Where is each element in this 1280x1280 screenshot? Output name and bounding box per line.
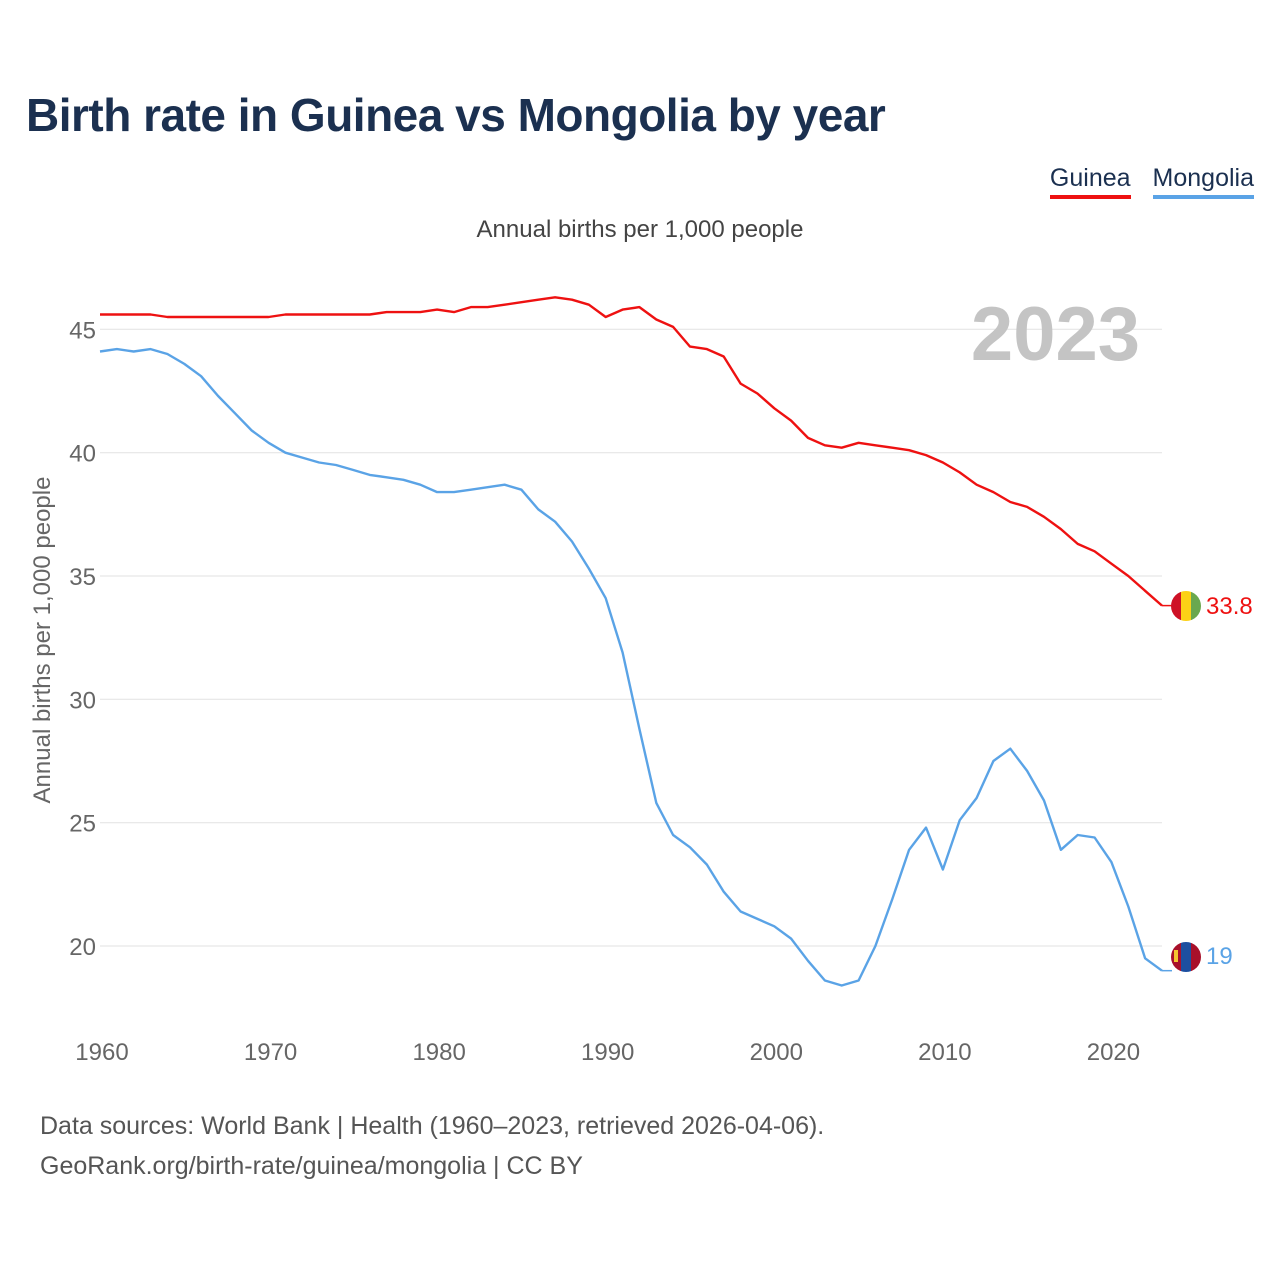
y-tick-label: 25 (69, 811, 96, 838)
gridlines (100, 328, 1162, 947)
source-line-1: Data sources: World Bank | Health (1960–… (40, 1112, 825, 1140)
series-lines (99, 296, 1172, 987)
y-axis-label: Annual births per 1,000 people (29, 477, 56, 804)
legend: Guinea Mongolia (1049, 164, 1254, 199)
series-line-guinea[interactable] (100, 296, 1163, 607)
x-tick-label: 2020 (1087, 1039, 1140, 1066)
source-line-2[interactable]: GeoRank.org/birth-rate/guinea/mongolia |… (40, 1152, 583, 1180)
x-tick-label: 1970 (244, 1039, 297, 1066)
x-tick-label: 1990 (581, 1039, 634, 1066)
y-tick-label: 40 (69, 441, 96, 468)
x-tick-label: 2000 (750, 1039, 803, 1066)
legend-item-guinea[interactable]: Guinea (1049, 164, 1131, 199)
y-tick-label: 35 (69, 564, 96, 591)
data-source: Data sources: World Bank | Health (1960–… (40, 1106, 824, 1186)
y-tick-label: 30 (69, 687, 96, 714)
line-chart: 20 25 30 35 40 45 1960 1970 1980 1990 2000 2010 202… (29, 292, 1253, 1066)
end-label-mongolia: 19 (1206, 943, 1233, 970)
x-tick-label: 1980 (412, 1039, 465, 1066)
x-tick-label: 2010 (918, 1039, 971, 1066)
guinea-flag-icon (1171, 591, 1201, 621)
mongolia-flag-icon (1171, 942, 1201, 972)
y-axis: 20 25 30 35 40 45 (69, 317, 96, 961)
legend-item-mongolia[interactable]: Mongolia (1152, 164, 1254, 199)
chart-title: Birth rate in Guinea vs Mongolia by year (26, 89, 886, 141)
y-tick-label: 45 (69, 317, 96, 344)
x-tick-label: 1960 (75, 1039, 128, 1066)
y-tick-label: 20 (69, 934, 96, 961)
x-axis: 1960 1970 1980 1990 2000 2010 2020 (75, 1039, 1140, 1066)
series-line-mongolia[interactable] (99, 347, 1163, 987)
end-label-guinea: 33.8 (1206, 593, 1253, 620)
year-watermark: 2023 (971, 292, 1140, 377)
chart-subtitle: Annual births per 1,000 people (476, 216, 804, 243)
